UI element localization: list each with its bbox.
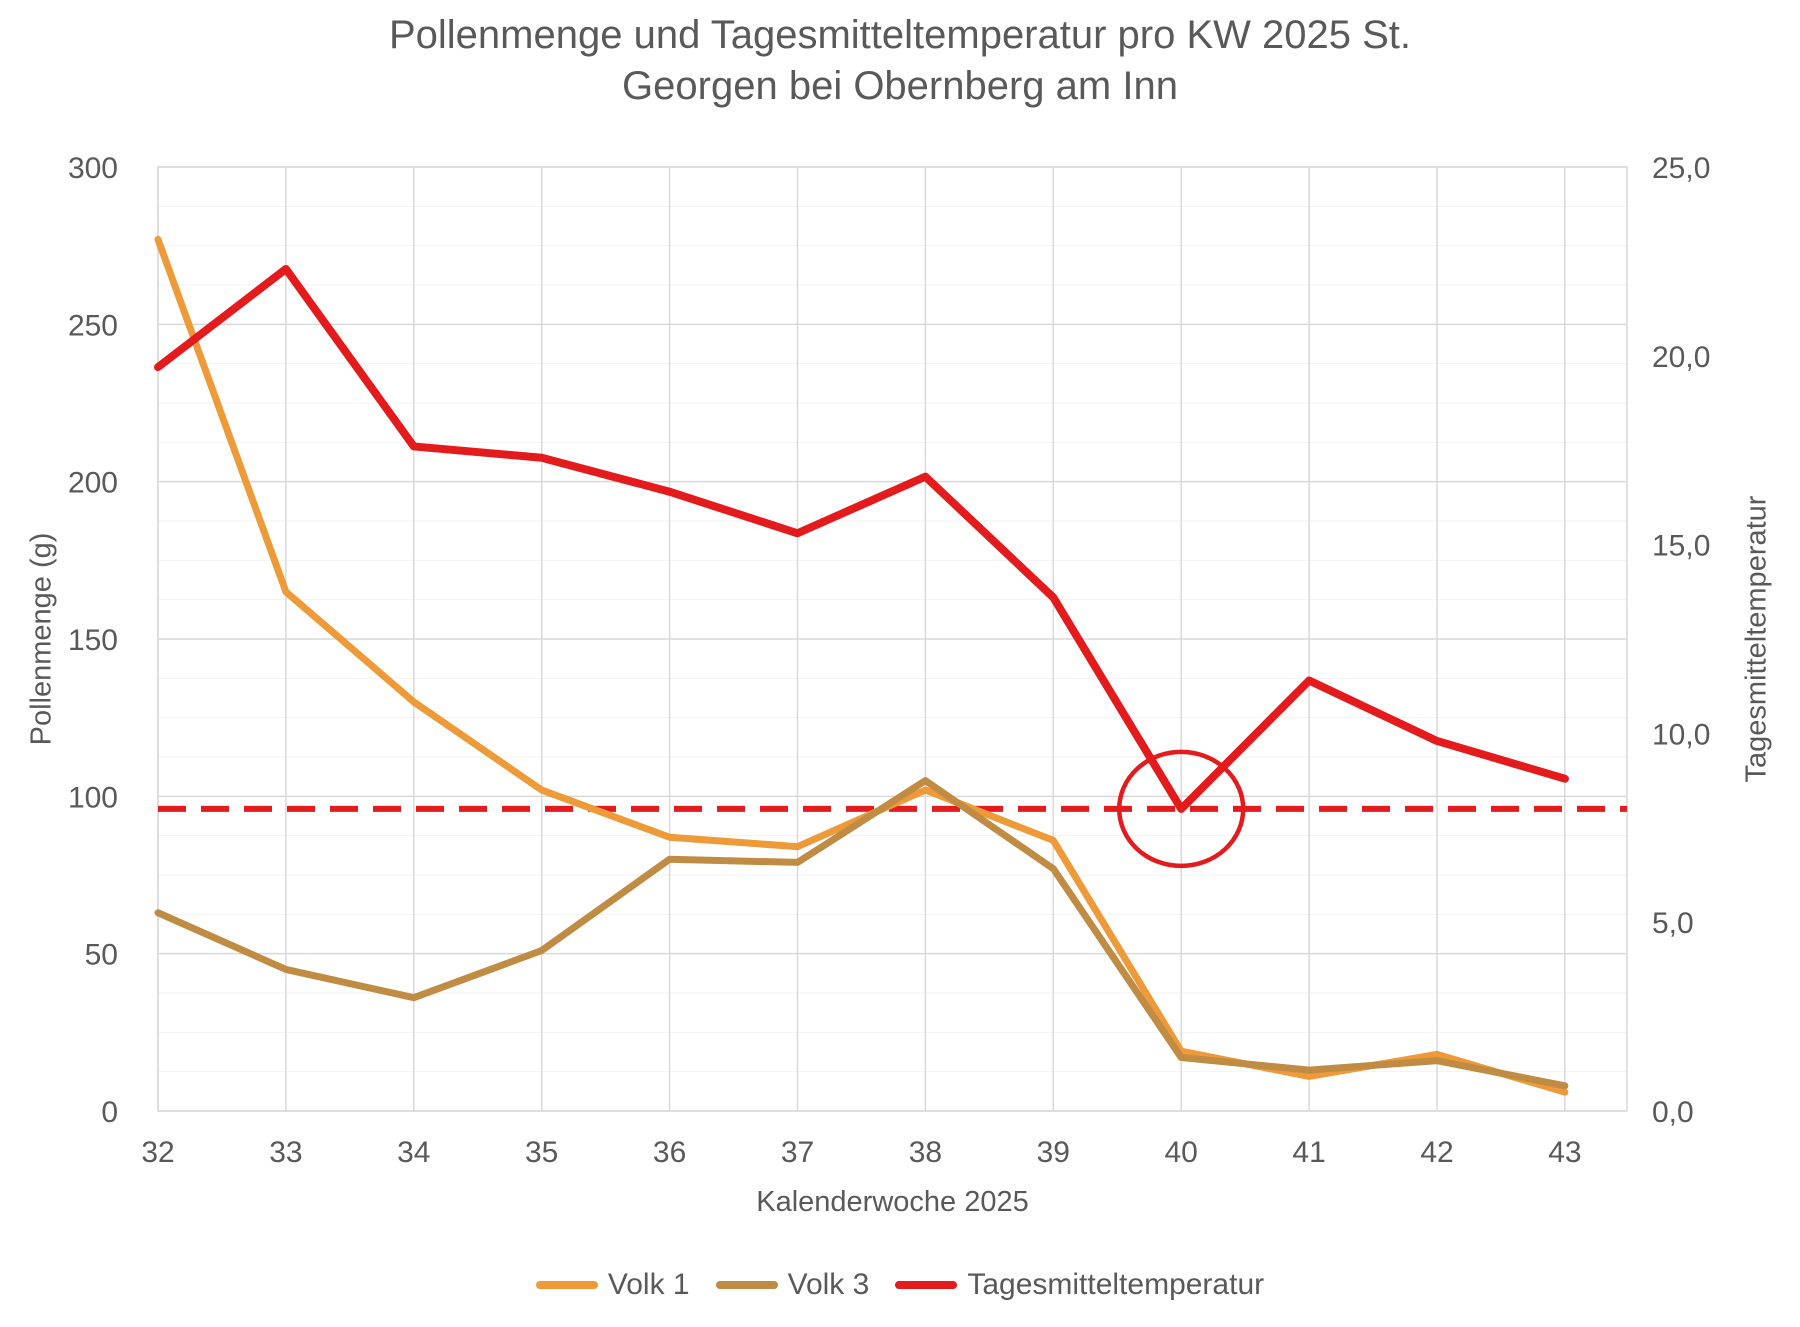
legend-item-volk1: Volk 1 [535,1268,690,1302]
x-axis-tick: 37 [781,1136,814,1169]
x-axis-tick: 33 [269,1136,302,1169]
y-axis-tick-left: 150 [68,624,118,657]
y-axis-tick-right: 20,0 [1652,341,1710,374]
y-axis-tick-right: 10,0 [1652,718,1710,751]
legend-label-volk1: Volk 1 [607,1268,690,1301]
plot-border [157,166,1628,1112]
legend-item-temperature: Tagesmitteltemperatur [895,1268,1264,1302]
volk1-line-swatch [535,1281,598,1289]
chart-title-line1: Pollenmenge und Tagesmitteltemperatur pr… [388,13,1412,57]
y-axis-tick-left: 0 [101,1096,118,1129]
legend-item-volk3: Volk 3 [715,1268,870,1302]
series-line-volk-3 [154,777,1569,1090]
y-axis-tick-right: 0,0 [1652,1096,1694,1129]
x-axis-tick: 40 [1165,1136,1198,1169]
legend-label-volk3: Volk 3 [787,1268,870,1301]
annotation-circle [1116,749,1246,869]
y-axis-tick-right: 25,0 [1652,152,1710,185]
chart-title-line2: Georgen bei Obernberg am Inn [622,64,1178,109]
series-line-volk-1 [154,235,1569,1096]
series-line-tagesmitteltemperatur [154,264,1569,813]
x-axis-tick: 42 [1420,1136,1453,1169]
x-axis-tick: 36 [653,1136,686,1169]
y-axis-tick-left: 250 [68,309,118,342]
x-axis-tick: 32 [141,1136,174,1169]
legend: Volk 1 Volk 3 Tagesmitteltemperatur [0,1268,1800,1302]
x-axis-tick: 39 [1037,1136,1070,1169]
y-axis-tick-left: 100 [68,781,118,814]
x-axis-tick: 41 [1292,1136,1325,1169]
y-axis-tick-right: 5,0 [1652,907,1694,940]
y-axis-tick-left: 200 [68,467,118,500]
x-axis-tick: 43 [1548,1136,1581,1169]
x-axis-tick: 35 [525,1136,558,1169]
y-axis-title-right: Tagesmitteltemperatur [1740,495,1773,783]
chart-title: Pollenmenge und Tagesmitteltemperatur pr… [0,10,1800,112]
y-axis-tick-left: 300 [68,152,118,185]
y-axis-tick-right: 15,0 [1652,530,1710,563]
volk3-line-swatch [715,1281,778,1289]
x-axis-title: Kalenderwoche 2025 [756,1186,1029,1218]
y-axis-title-left: Pollenmenge (g) [25,532,58,746]
x-axis-tick: 38 [909,1136,942,1169]
temperature-line-swatch [895,1281,958,1289]
legend-label-temperature: Tagesmitteltemperatur [967,1268,1265,1301]
y-axis-tick-left: 50 [85,939,118,972]
x-axis-tick: 34 [397,1136,430,1169]
